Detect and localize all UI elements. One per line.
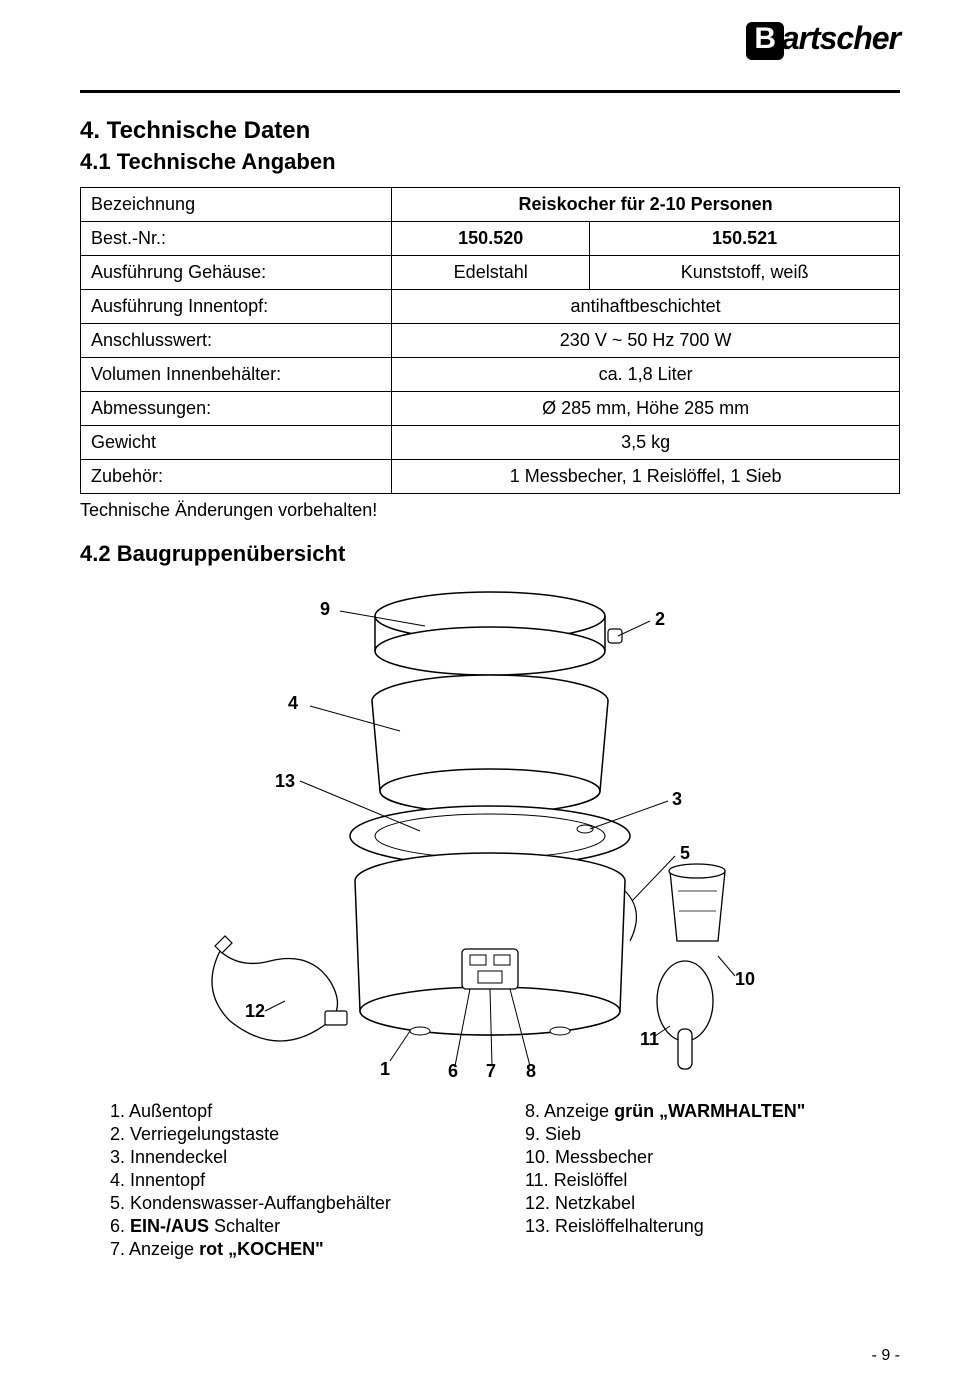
spec-value-b: 150.521: [590, 222, 900, 256]
spec-value: 3,5 kg: [392, 426, 900, 460]
spec-label: Abmessungen:: [81, 392, 392, 426]
subsection2-title: 4.2 Baugruppenübersicht: [80, 541, 900, 567]
spec-value: Reiskocher für 2-10 Personen: [392, 188, 900, 222]
diagram-label-5: 5: [680, 843, 690, 864]
legend-left-col: 1. Außentopf2. Verriegelungstaste3. Inne…: [110, 1101, 485, 1262]
spec-table: BezeichnungReiskocher für 2-10 PersonenB…: [80, 187, 900, 494]
spec-value: ca. 1,8 Liter: [392, 358, 900, 392]
brand-logo: Bartscher: [746, 20, 900, 60]
legend-item: 9. Sieb: [525, 1124, 900, 1145]
legend-item: 1. Außentopf: [110, 1101, 485, 1122]
table-row: Anschlusswert:230 V ~ 50 Hz 700 W: [81, 324, 900, 358]
spec-label: Volumen Innenbehälter:: [81, 358, 392, 392]
legend-item: 2. Verriegelungstaste: [110, 1124, 485, 1145]
legend-item: 7. Anzeige rot „KOCHEN": [110, 1239, 485, 1260]
legend-item: 3. Innendeckel: [110, 1147, 485, 1168]
diagram-label-3: 3: [672, 789, 682, 810]
legend-item: 13. Reislöffelhalterung: [525, 1216, 900, 1237]
logo-b-icon: B: [746, 22, 784, 60]
spec-value-b: Kunststoff, weiß: [590, 256, 900, 290]
legend-item: 12. Netzkabel: [525, 1193, 900, 1214]
legend-item: 11. Reislöffel: [525, 1170, 900, 1191]
legend-item: 6. EIN-/AUS Schalter: [110, 1216, 485, 1237]
spec-value: Ø 285 mm, Höhe 285 mm: [392, 392, 900, 426]
diagram-label-11: 11: [640, 1029, 659, 1050]
legend-item: 10. Messbecher: [525, 1147, 900, 1168]
spec-value: 1 Messbecher, 1 Reislöffel, 1 Sieb: [392, 460, 900, 494]
diagram-label-7: 7: [486, 1061, 496, 1082]
spec-value: antihaftbeschichtet: [392, 290, 900, 324]
spec-value-a: 150.520: [392, 222, 590, 256]
diagram-label-9: 9: [320, 599, 330, 620]
spec-label: Bezeichnung: [81, 188, 392, 222]
table-row: Best.-Nr.:150.520150.521: [81, 222, 900, 256]
diagram-label-1: 1: [380, 1059, 390, 1080]
table-row: Ausführung Innentopf:antihaftbeschichtet: [81, 290, 900, 324]
diagram-label-6: 6: [448, 1061, 458, 1082]
table-row: Abmessungen:Ø 285 mm, Höhe 285 mm: [81, 392, 900, 426]
legend: 1. Außentopf2. Verriegelungstaste3. Inne…: [80, 1101, 900, 1262]
legend-item: 4. Innentopf: [110, 1170, 485, 1191]
diagram-container: 9 2 4 13 3 5 10 11 12 1 6 7 8: [80, 581, 900, 1081]
legend-item: 8. Anzeige grün „WARMHALTEN": [525, 1101, 900, 1122]
diagram-label-10: 10: [735, 969, 755, 990]
spec-label: Best.-Nr.:: [81, 222, 392, 256]
diagram-label-4: 4: [288, 693, 298, 714]
section-title: 4. Technische Daten: [80, 117, 900, 145]
table-row: BezeichnungReiskocher für 2-10 Personen: [81, 188, 900, 222]
table-row: Volumen Innenbehälter:ca. 1,8 Liter: [81, 358, 900, 392]
spec-label: Gewicht: [81, 426, 392, 460]
legend-right-col: 8. Anzeige grün „WARMHALTEN" 9. Sieb10. …: [525, 1101, 900, 1262]
spec-label: Ausführung Innentopf:: [81, 290, 392, 324]
page-number: - 9 -: [872, 1347, 900, 1365]
diagram-label-13: 13: [275, 771, 295, 792]
subsection-title: 4.1 Technische Angaben: [80, 149, 900, 175]
table-row: Ausführung Gehäuse:EdelstahlKunststoff, …: [81, 256, 900, 290]
legend-item: 5. Kondenswasser-Auffangbehälter: [110, 1193, 485, 1214]
spec-label: Ausführung Gehäuse:: [81, 256, 392, 290]
spec-label: Anschlusswert:: [81, 324, 392, 358]
spec-label: Zubehör:: [81, 460, 392, 494]
diagram-label-12: 12: [245, 1001, 265, 1022]
exploded-diagram: 9 2 4 13 3 5 10 11 12 1 6 7 8: [170, 581, 810, 1081]
diagram-label-8: 8: [526, 1061, 536, 1082]
spec-value: 230 V ~ 50 Hz 700 W: [392, 324, 900, 358]
spec-value-a: Edelstahl: [392, 256, 590, 290]
logo-text: artscher: [782, 20, 900, 56]
diagram-label-2: 2: [655, 609, 665, 630]
diagram-svg: [170, 581, 810, 1081]
table-row: Gewicht3,5 kg: [81, 426, 900, 460]
tech-note: Technische Änderungen vorbehalten!: [80, 500, 900, 521]
header-rule: [80, 90, 900, 93]
table-row: Zubehör:1 Messbecher, 1 Reislöffel, 1 Si…: [81, 460, 900, 494]
